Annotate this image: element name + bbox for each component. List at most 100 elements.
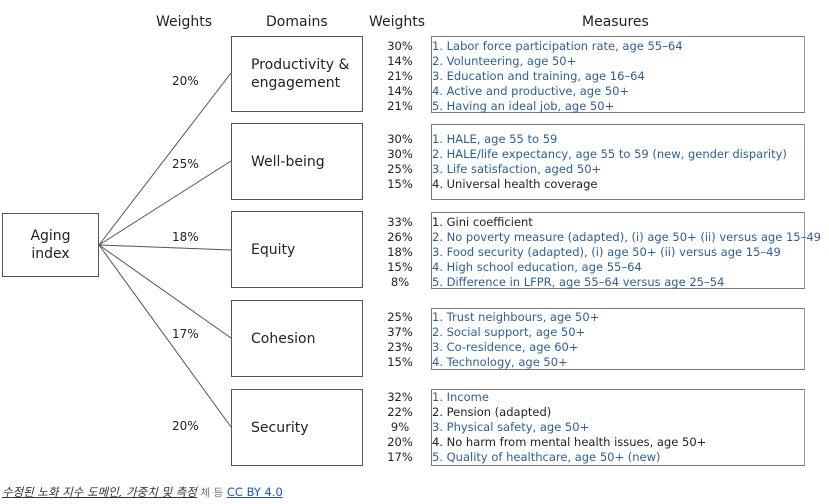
domain-box-productivity: Productivity & engagement (231, 36, 363, 112)
measure-text: 1. Labor force participation rate, age 5… (432, 38, 683, 53)
measure-weight: 17% (387, 449, 413, 464)
measure-row: 23% 3. Co-residence, age 60+ (380, 339, 599, 354)
measure-text: 5. Quality of healthcare, age 50+ (new) (432, 449, 661, 464)
domain-weight: 18% (172, 230, 199, 244)
domain-box-security: Security (231, 389, 363, 466)
domain-label: Equity (251, 241, 296, 258)
domain-box-well-being: Well-being (231, 123, 363, 200)
domain-label: Well-being (251, 153, 325, 170)
measure-text: 2. Volunteering, age 50+ (432, 53, 577, 68)
caption-title: 수정된 노화 지수 도메인, 가중치 및 측정 (2, 485, 197, 499)
measure-text: 4. Active and productive, age 50+ (432, 83, 630, 98)
measure-row: 30% 1. HALE, age 55 to 59 (380, 131, 787, 146)
measure-text: 3. Education and training, age 16–64 (432, 68, 645, 83)
measure-row: 15% 4. Technology, age 50+ (380, 354, 599, 369)
connector-line (98, 160, 232, 246)
domain-weight: 20% (172, 419, 199, 433)
measure-row: 22% 2. Pension (adapted) (380, 404, 706, 419)
measure-text: 3. Co-residence, age 60+ (432, 339, 579, 354)
measure-weight: 25% (387, 161, 413, 176)
measure-row: 21% 3. Education and training, age 16–64 (380, 68, 683, 83)
measure-row: 9% 3. Physical safety, age 50+ (380, 419, 706, 434)
measure-row: 26% 2. No poverty measure (adapted), (i) … (380, 229, 821, 244)
measure-weight: 8% (390, 274, 410, 289)
measure-weight: 15% (387, 259, 413, 274)
measure-text: 1. Gini coefficient (432, 214, 533, 229)
measure-row: 25% 3. Life satisfaction, aged 50+ (380, 161, 787, 176)
connector-line (98, 244, 232, 339)
measure-text: 5. Having an ideal job, age 50+ (432, 98, 615, 113)
aging-label-line1: Aging (30, 228, 71, 244)
measure-text: 4. No harm from mental health issues, ag… (432, 434, 707, 449)
measure-weight: 22% (387, 404, 413, 419)
measure-row: 33% 1. Gini coefficient (380, 214, 821, 229)
connector-line (98, 244, 232, 428)
measures-group-productivity: 30% 1. Labor force participation rate, ag… (380, 38, 683, 113)
measure-weight: 30% (387, 146, 413, 161)
measure-text: 1. HALE, age 55 to 59 (432, 131, 558, 146)
measure-weight: 9% (390, 419, 410, 434)
domain-label-line2: engagement (251, 75, 341, 91)
measure-weight: 33% (387, 214, 413, 229)
measure-weight: 14% (387, 83, 413, 98)
domain-weight: 20% (172, 74, 199, 88)
domain-weight: 25% (172, 157, 199, 171)
measure-weight: 14% (387, 53, 413, 68)
aging-label-line2: index (31, 246, 70, 262)
measures-box (431, 36, 805, 113)
measure-weight: 15% (387, 176, 413, 191)
measures-box (431, 389, 805, 466)
measure-weight: 30% (387, 131, 413, 146)
domain-box-cohesion: Cohesion (231, 300, 363, 377)
measure-text: 4. Universal health coverage (432, 176, 598, 191)
measures-box (431, 124, 805, 200)
domain-weight: 17% (172, 327, 199, 341)
measure-text: 3. Physical safety, age 50+ (432, 419, 590, 434)
measure-weight: 30% (387, 38, 413, 53)
measures-box (431, 308, 805, 370)
aging-index-label: Aging index (30, 227, 70, 263)
measure-row: 30% 2. HALE/life expectancy, age 55 to 59… (380, 146, 787, 161)
license-link[interactable]: CC BY 4.0 (226, 485, 283, 499)
domain-box-equity: Equity (231, 211, 363, 288)
domain-label: Productivity & engagement (232, 56, 349, 92)
measure-weight: 23% (387, 339, 413, 354)
measure-row: 37% 2. Social support, age 50+ (380, 324, 599, 339)
measure-text: 4. Technology, age 50+ (432, 354, 568, 369)
measure-row: 8% 5. Difference in LFPR, age 55–64 versu… (380, 274, 821, 289)
connector-line (98, 244, 232, 251)
measure-text: 3. Food security (adapted), (i) age 50+ … (432, 244, 781, 259)
measure-text: 4. High school education, age 55–64 (432, 259, 642, 274)
measure-row: 17% 5. Quality of healthcare, age 50+ (ne… (380, 449, 706, 464)
measure-row: 30% 1. Labor force participation rate, ag… (380, 38, 683, 53)
measure-row: 15% 4. Universal health coverage (380, 176, 787, 191)
measure-text: 2. HALE/life expectancy, age 55 to 59 (n… (432, 146, 787, 161)
measure-row: 25% 1. Trust neighbours, age 50+ (380, 309, 599, 324)
measure-text: 2. Pension (adapted) (432, 404, 552, 419)
caption-attribution: 체 등 (200, 487, 224, 499)
measure-row: 18% 3. Food security (adapted), (i) age 5… (380, 244, 821, 259)
measure-text: 1. Trust neighbours, age 50+ (432, 309, 600, 324)
measure-row: 14% 4. Active and productive, age 50+ (380, 83, 683, 98)
measures-group-well-being: 30% 1. HALE, age 55 to 59 30% 2. HALE/life… (380, 131, 787, 191)
aging-index-box: Aging index (2, 213, 99, 277)
measure-row: 14% 2. Volunteering, age 50+ (380, 53, 683, 68)
domain-label: Security (251, 419, 309, 436)
measures-group-cohesion: 25% 1. Trust neighbours, age 50+ 37% 2. So… (380, 309, 599, 369)
measure-weight: 21% (387, 68, 413, 83)
measures-group-equity: 33% 1. Gini coefficient 26% 2. No poverty … (380, 214, 821, 289)
measure-weight: 18% (387, 244, 413, 259)
measures-box (431, 212, 805, 289)
domain-label: Cohesion (251, 330, 316, 347)
header-weights-right: Weights (369, 14, 426, 30)
figure-caption: 수정된 노화 지수 도메인, 가중치 및 측정 체 등 CC BY 4.0 (2, 484, 283, 500)
header-domains: Domains (266, 14, 328, 30)
domain-label-line1: Productivity & (251, 57, 350, 73)
measure-weight: 26% (387, 229, 413, 244)
measure-text: 2. Social support, age 50+ (432, 324, 586, 339)
measure-text: 5. Difference in LFPR, age 55–64 versus … (432, 274, 725, 289)
measures-group-security: 32% 1. Income 22% 2. Pension (adapted) 9% 3… (380, 389, 706, 464)
measure-row: 21% 5. Having an ideal job, age 50+ (380, 98, 683, 113)
